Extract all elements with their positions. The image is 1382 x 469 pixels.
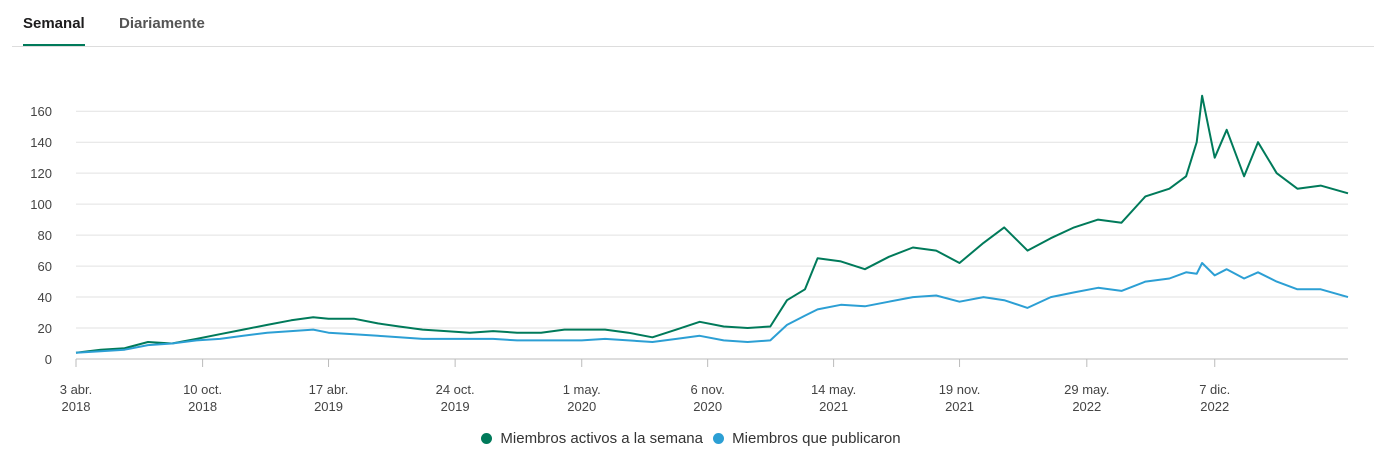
legend-item-active-members[interactable]: Miembros activos a la semana [481,430,703,447]
series-line-0 [75,94,1349,354]
tab-daily[interactable]: Diariamente [119,15,205,32]
x-tick-year-label: 2022 [1200,399,1229,414]
x-tick-year-label: 2021 [819,399,848,414]
legend: Miembros activos a la semana Miembros qu… [0,430,1382,450]
legend-dot-icon [713,433,725,444]
legend-label: Miembros que publicaron [732,430,901,447]
tab-bar: Semanal Diariamente [12,0,1374,47]
y-tick-label: 60 [38,259,52,274]
x-tick-label: 10 oct. [183,382,222,397]
y-tick-label: 120 [30,166,52,181]
y-tick-label: 40 [38,290,52,305]
x-tick-year-label: 2019 [314,399,343,414]
x-tick-year-label: 2022 [1072,399,1101,414]
x-tick-year-label: 2020 [693,399,722,414]
x-tick-year-label: 2018 [188,399,217,414]
x-tick-label: 24 oct. [436,382,475,397]
legend-item-posting-members[interactable]: Miembros que publicaron [713,430,901,447]
x-tick-year-label: 2018 [62,399,91,414]
x-tick-label: 19 nov. [939,382,981,397]
x-tick-label: 29 may. [1064,382,1109,397]
gridlines [76,110,1348,360]
x-tick-label: 17 abr. [309,382,349,397]
x-axis: 3 abr. 2018 10 oct. 2018 17 abr. 2019 24 oct. 2… [60,359,1230,414]
y-tick-label: 160 [30,104,52,119]
line-chart: 0 20 40 60 80 100 120 140 160 3 abr. 2018 10 oct. 2… [30,94,1349,414]
x-tick-label: 3 abr. [60,382,93,397]
y-tick-label: 0 [45,352,52,367]
x-tick-year-label: 2019 [441,399,470,414]
legend-label: Miembros activos a la semana [500,430,703,447]
series-lines [75,94,1349,354]
x-tick-label: 14 may. [811,382,856,397]
x-tick-year-label: 2021 [945,399,974,414]
legend-dot-icon [481,433,493,444]
y-tick-label: 20 [38,321,52,336]
tab-weekly[interactable]: Semanal [23,14,85,46]
y-tick-label: 140 [30,135,52,150]
x-tick-year-label: 2020 [567,399,596,414]
x-tick-label: 7 dic. [1199,382,1230,397]
x-tick-label: 1 may. [563,382,601,397]
y-tick-label: 80 [38,228,52,243]
y-tick-label: 100 [30,197,52,212]
y-axis: 0 20 40 60 80 100 120 140 160 [30,104,52,367]
series-line-1 [75,262,1349,354]
x-tick-label: 6 nov. [690,382,724,397]
